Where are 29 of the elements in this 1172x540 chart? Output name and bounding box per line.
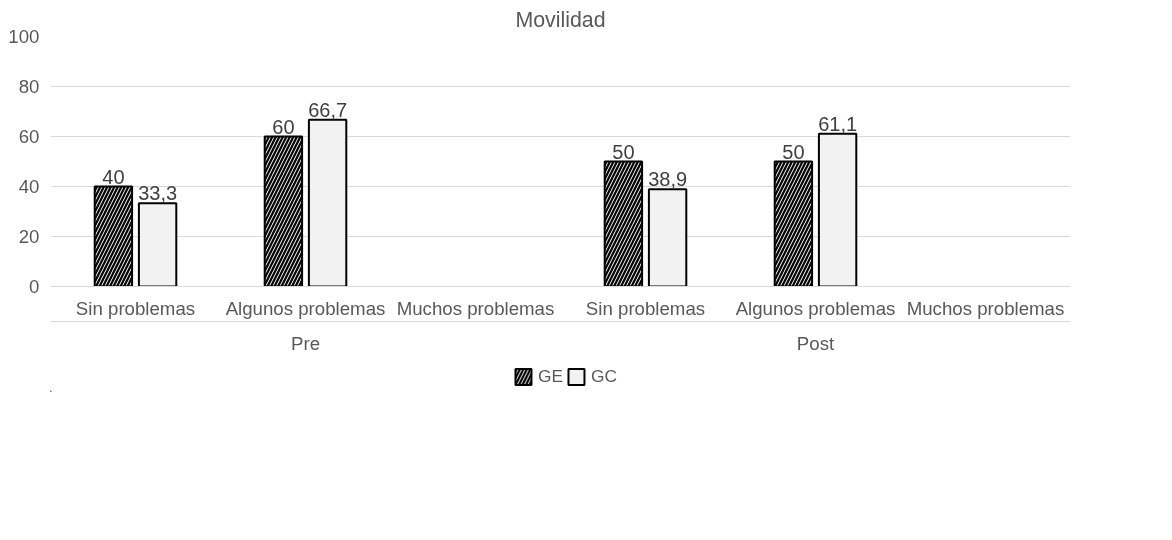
legend-label: GC [591, 365, 618, 387]
y-tick-label: 20 [18, 226, 40, 247]
bar [307, 118, 348, 287]
legend-label: GE [537, 365, 564, 387]
y-tick-label: 0 [29, 276, 40, 297]
data-label: 50 [612, 140, 635, 163]
data-label: 38,9 [648, 168, 688, 191]
data-label: 61,1 [818, 112, 858, 135]
y-tick-label: 60 [18, 126, 40, 147]
bar [137, 202, 178, 287]
x-tick-label: Muchos problemas [906, 297, 1065, 319]
x-tick-label: Sin problemas [75, 297, 196, 319]
data-label: 33,3 [138, 182, 178, 205]
text: Post [796, 332, 835, 354]
y-tick-label: 100 [8, 26, 40, 47]
data-label: 40 [102, 165, 125, 188]
bar [817, 132, 858, 287]
chart-title: Movilidad [515, 7, 606, 32]
x-tick-label: Sin problemas [585, 297, 706, 319]
bar [647, 188, 688, 287]
data-label: 50 [782, 140, 805, 163]
y-tick-label: 40 [18, 176, 40, 197]
x-tick-label: Algunos problemas [225, 297, 386, 319]
data-label: 66,7 [308, 98, 348, 121]
x-tick-label: Algunos problemas [735, 297, 896, 319]
text: Pre [290, 332, 321, 354]
y-tick-label: 80 [18, 76, 40, 97]
x-tick-label: Muchos problemas [396, 297, 555, 319]
data-label: 60 [272, 115, 295, 138]
